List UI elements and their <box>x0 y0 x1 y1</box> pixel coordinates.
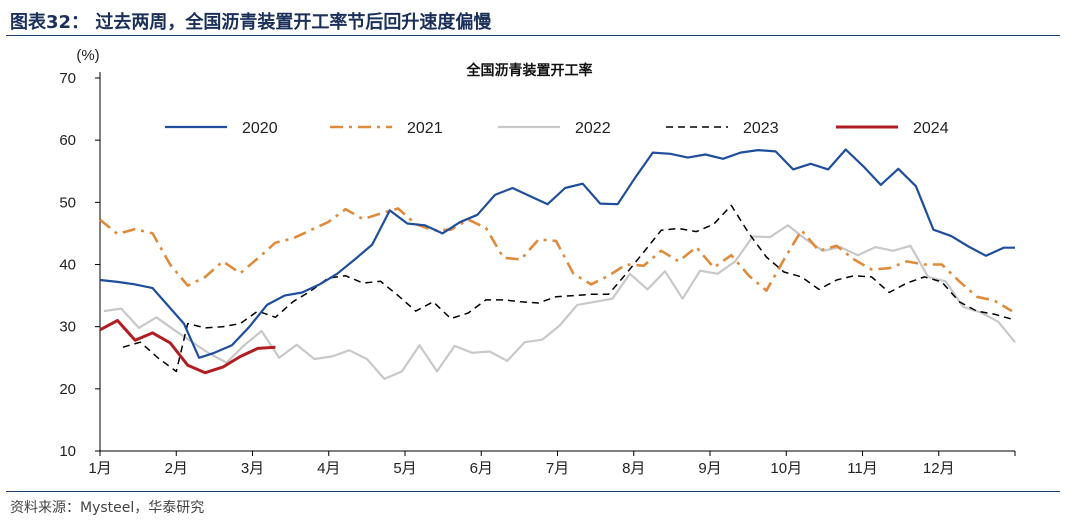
x-tick-label: 8月 <box>622 460 645 477</box>
y-tick-label: 70 <box>59 70 76 87</box>
x-tick-label: 2月 <box>165 460 188 477</box>
legend-label-2021: 2021 <box>407 120 443 137</box>
series-line-2021 <box>99 207 1013 313</box>
legend-label-2023: 2023 <box>743 120 779 137</box>
x-tick-label: 4月 <box>317 460 340 477</box>
x-tick-label: 7月 <box>546 460 569 477</box>
series-line-2020 <box>99 148 1015 359</box>
series-line-2022 <box>103 224 1016 380</box>
title-rule <box>6 35 1060 36</box>
legend-label-2024: 2024 <box>913 120 949 137</box>
x-tick-label: 5月 <box>393 460 416 477</box>
legend-label-2022: 2022 <box>575 120 611 137</box>
legend-label-2020: 2020 <box>242 120 278 137</box>
y-tick-label: 50 <box>59 194 76 211</box>
y-axis-unit: (%) <box>76 47 99 64</box>
x-tick-label: 6月 <box>470 460 493 477</box>
x-tick-label: 3月 <box>241 460 264 477</box>
x-tick-label: 11月 <box>847 460 878 477</box>
y-tick-label: 40 <box>59 257 76 274</box>
y-tick-label: 30 <box>59 319 76 336</box>
series-line-2023 <box>122 204 1013 373</box>
x-tick-label: 1月 <box>88 460 111 477</box>
y-tick-label: 10 <box>59 443 76 460</box>
source-rule <box>6 491 1060 492</box>
x-tick-label: 12月 <box>923 460 955 477</box>
x-tick-label: 10月 <box>770 460 802 477</box>
series-line-2024 <box>99 319 276 375</box>
y-tick-label: 60 <box>59 132 76 149</box>
figure-title: 图表32： 过去两周，全国沥青装置开工率节后回升速度偏慢 <box>10 12 492 33</box>
x-tick-label: 9月 <box>698 460 721 477</box>
y-tick-label: 20 <box>59 381 76 398</box>
chart-title: 全国沥青装置开工率 <box>466 62 593 79</box>
source-note: 资料来源：Mysteel，华泰研究 <box>10 500 205 516</box>
